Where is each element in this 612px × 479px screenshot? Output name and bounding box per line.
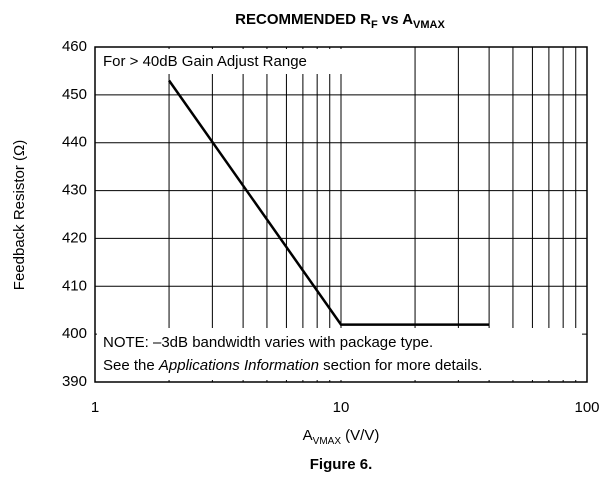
y-axis-label: Feedback Resistor (Ω) xyxy=(11,140,28,290)
data-line xyxy=(168,79,490,326)
chart-title-run: F xyxy=(371,19,378,31)
plot-frame xyxy=(94,46,588,383)
note-run: Applications Information xyxy=(158,357,319,374)
x-axis-label: AVMAX (V/V) xyxy=(303,427,380,447)
y-tick-label: 440 xyxy=(62,134,87,151)
chart-title-run: vs A xyxy=(378,11,413,28)
y-tick-label: 450 xyxy=(62,86,87,103)
x-axis-label-run: (V/V) xyxy=(341,427,379,444)
y-tick-label: 420 xyxy=(62,229,87,246)
x-tick-label: 1 xyxy=(91,399,99,416)
annotation: For > 40dB Gain Adjust Range xyxy=(103,53,307,70)
figure-caption: Figure 6. xyxy=(310,456,373,473)
x-axis-label-run: VMAX xyxy=(313,436,342,447)
annotation-box xyxy=(97,49,359,74)
chart-title-run: RECOMMENDED R xyxy=(235,11,371,28)
chart-title: RECOMMENDED RF vs AVMAX xyxy=(235,11,445,31)
chart-title-run: VMAX xyxy=(413,19,445,31)
x-tick-label: 10 xyxy=(333,399,350,416)
y-tick-label: 460 xyxy=(62,38,87,55)
note-run: See the xyxy=(103,357,159,374)
note-run: NOTE: –3dB bandwidth varies with package… xyxy=(103,334,433,351)
y-tick-label: 430 xyxy=(62,182,87,199)
note-line: See the Applications Information section… xyxy=(103,357,482,374)
y-tick-label: 410 xyxy=(62,277,87,294)
note-box xyxy=(97,328,582,380)
y-tick-label: 390 xyxy=(62,373,87,390)
y-tick-label: 400 xyxy=(62,325,87,342)
note-line: NOTE: –3dB bandwidth varies with package… xyxy=(103,334,433,351)
note-run: section for more details. xyxy=(319,357,482,374)
x-tick-label: 100 xyxy=(574,399,599,416)
x-axis-label-run: A xyxy=(303,427,313,444)
